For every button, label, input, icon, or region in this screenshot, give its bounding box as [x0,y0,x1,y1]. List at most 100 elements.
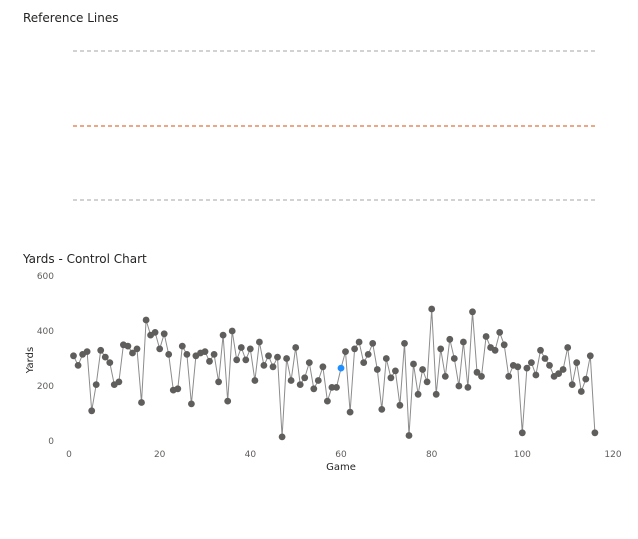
data-point[interactable] [537,346,544,354]
data-point[interactable] [496,329,504,336]
data-point[interactable] [378,406,386,413]
data-point[interactable] [106,359,114,366]
data-point[interactable] [523,364,531,372]
data-point[interactable] [138,399,145,406]
data-point[interactable] [446,335,454,343]
data-point[interactable] [505,373,513,380]
data-point[interactable] [573,359,581,366]
data-point[interactable] [310,385,318,393]
data-point[interactable] [201,348,209,355]
data-point[interactable] [129,349,136,357]
data-point[interactable] [555,370,562,377]
data-point[interactable] [101,353,109,361]
data-point[interactable] [491,346,499,354]
data-point[interactable] [355,338,363,346]
data-point[interactable] [278,433,286,441]
data-point[interactable] [528,359,535,366]
data-point[interactable] [210,351,218,358]
data-point[interactable] [360,359,368,366]
data-point[interactable] [70,352,77,360]
data-point[interactable] [333,384,340,391]
data-point[interactable] [83,348,91,355]
data-point[interactable] [450,355,458,362]
data-point[interactable] [464,384,472,391]
data-point[interactable] [324,397,331,405]
data-point[interactable] [206,357,213,365]
data-point[interactable] [215,378,223,386]
data-point-highlighted[interactable] [337,364,345,372]
data-point[interactable] [577,388,585,395]
data-point[interactable] [559,366,567,373]
data-point[interactable] [441,373,449,380]
data-point[interactable] [546,362,553,369]
data-point[interactable] [482,333,490,340]
data-point[interactable] [133,345,141,353]
data-point[interactable] [473,368,481,376]
data-point[interactable] [274,353,281,361]
data-point[interactable] [305,359,313,366]
data-point[interactable] [410,360,417,368]
data-point[interactable] [287,377,295,384]
data-point[interactable] [591,429,599,437]
data-point[interactable] [392,367,399,375]
data-point[interactable] [532,371,540,379]
data-point[interactable] [314,377,322,384]
data-point[interactable] [373,366,381,373]
data-point[interactable] [97,346,105,354]
data-point[interactable] [151,329,159,336]
data-point[interactable] [256,338,263,346]
data-point[interactable] [237,344,245,351]
data-point[interactable] [246,345,254,353]
data-point[interactable] [260,362,268,369]
data-point[interactable] [469,308,476,316]
data-point[interactable] [586,352,594,360]
data-point[interactable] [460,338,467,346]
data-point[interactable] [382,355,390,362]
data-point[interactable] [188,400,195,408]
data-point[interactable] [115,378,123,386]
data-point[interactable] [242,356,250,364]
data-point[interactable] [351,345,358,353]
data-point[interactable] [568,381,576,388]
data-point[interactable] [401,340,408,347]
data-point[interactable] [219,331,227,339]
data-point[interactable] [500,341,508,349]
data-point[interactable] [478,373,485,380]
data-point[interactable] [455,382,463,390]
data-point[interactable] [541,355,549,362]
data-point[interactable] [251,377,259,384]
data-point[interactable] [269,363,277,371]
data-point[interactable] [405,432,413,439]
data-point[interactable] [92,381,100,388]
data-point[interactable] [319,363,327,371]
data-point[interactable] [414,390,422,398]
data-point[interactable] [178,342,186,350]
data-point[interactable] [265,352,272,360]
data-point[interactable] [419,366,426,373]
data-point[interactable] [564,344,572,351]
data-point[interactable] [396,401,404,409]
data-point[interactable] [428,305,436,313]
data-point[interactable] [224,397,232,405]
data-point[interactable] [296,381,304,388]
data-point[interactable] [124,342,132,350]
data-point[interactable] [233,356,241,364]
data-point[interactable] [142,316,150,324]
data-point[interactable] [437,345,445,353]
data-point[interactable] [183,351,191,358]
data-point[interactable] [582,375,590,383]
data-point[interactable] [88,407,96,415]
data-point[interactable] [160,330,168,338]
data-point[interactable] [74,362,82,369]
data-point[interactable] [228,327,236,335]
data-point[interactable] [346,408,354,416]
data-point[interactable] [364,351,372,358]
data-point[interactable] [423,378,431,386]
data-point[interactable] [432,390,440,398]
data-point[interactable] [387,374,395,382]
data-point[interactable] [342,348,349,355]
data-point[interactable] [165,351,173,358]
data-point[interactable] [174,385,182,393]
data-point[interactable] [292,344,300,351]
data-point[interactable] [301,374,309,382]
